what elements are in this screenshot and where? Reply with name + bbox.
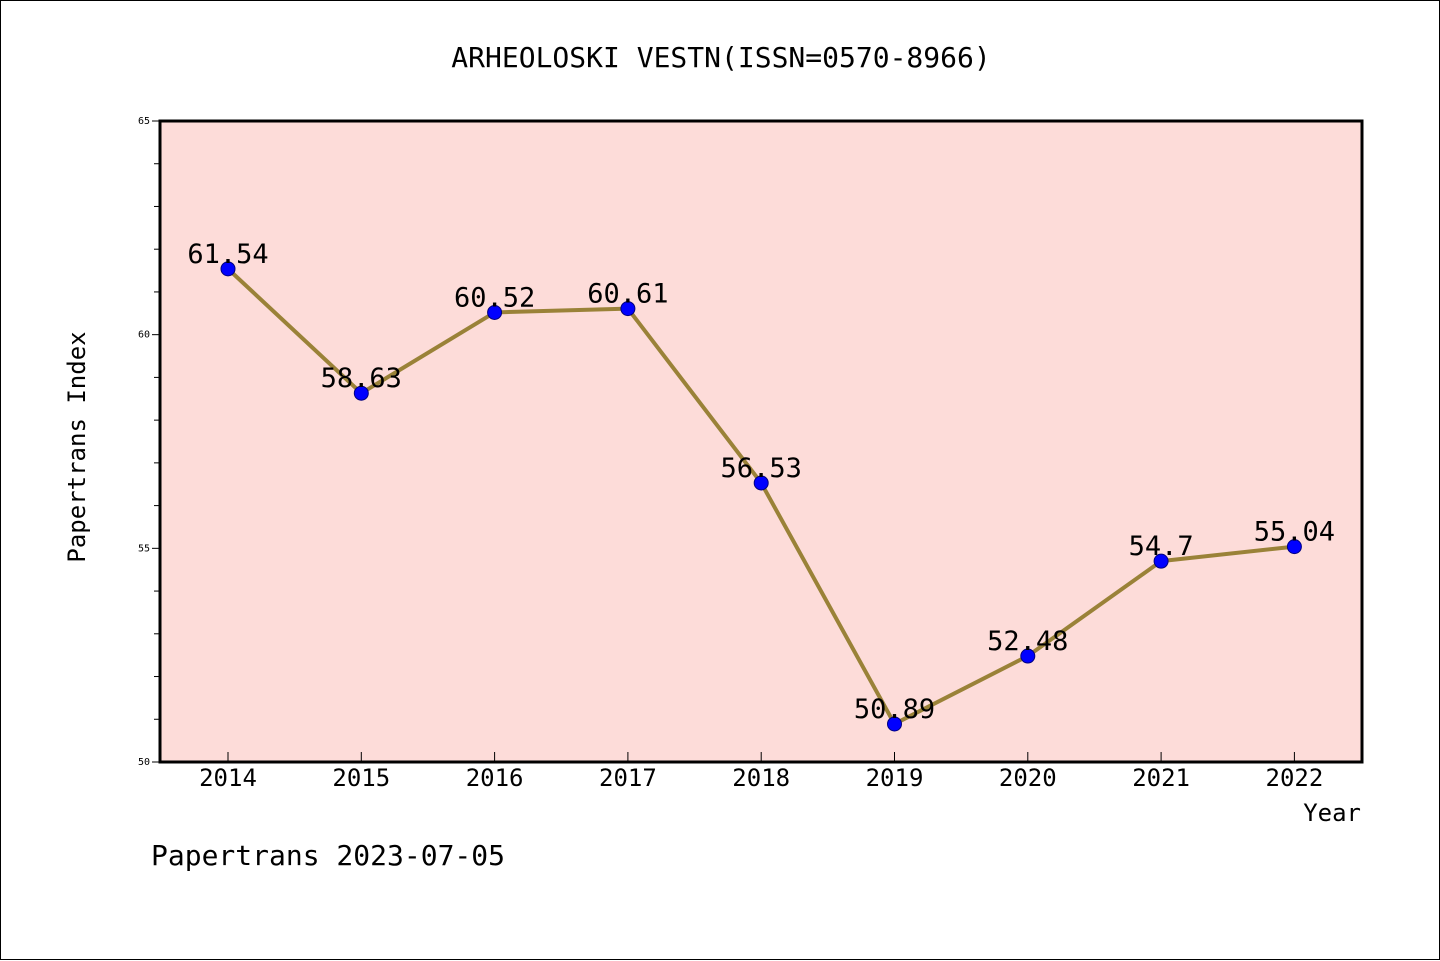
y-tick-label: 50 xyxy=(138,757,150,768)
data-label: 52.48 xyxy=(987,626,1068,657)
data-point xyxy=(487,304,503,320)
data-point xyxy=(353,385,369,401)
data-label: 61.54 xyxy=(187,239,268,270)
y-tick-label: 65 xyxy=(138,116,150,127)
data-label: 58.63 xyxy=(321,363,402,394)
x-tick-label: 2015 xyxy=(332,764,390,792)
data-point xyxy=(1286,539,1302,555)
x-tick-label: 2020 xyxy=(999,764,1057,792)
data-label: 56.53 xyxy=(721,453,802,484)
x-tick-label: 2017 xyxy=(599,764,657,792)
y-axis: 50 55 60 65 xyxy=(138,116,160,768)
x-axis: 2014 2015 2016 2017 2018 2019 2020 2021 2022 xyxy=(199,752,1323,792)
data-point xyxy=(620,301,636,317)
x-tick-label: 2022 xyxy=(1266,764,1324,792)
chart-title: ARHEOLOSKI VESTN(ISSN=0570-8966) xyxy=(451,41,990,74)
data-label: 50.89 xyxy=(854,694,935,725)
data-point xyxy=(753,475,769,491)
x-tick-label: 2021 xyxy=(1132,764,1190,792)
data-point xyxy=(1153,553,1169,569)
y-tick-label: 60 xyxy=(138,330,150,341)
y-axis-label: Papertrans Index xyxy=(63,331,91,562)
footer-text: Papertrans 2023-07-05 xyxy=(151,839,505,872)
x-tick-label: 2018 xyxy=(732,764,790,792)
x-tick-label: 2019 xyxy=(866,764,924,792)
data-point xyxy=(887,716,902,732)
plot-area xyxy=(158,119,1364,764)
x-tick-label: 2016 xyxy=(466,764,524,792)
series-layer: 61.54 58.63 60.52 60.61 56.53 50.89 52.48 54.7 5… xyxy=(187,239,1335,732)
data-point xyxy=(1020,648,1036,664)
y-tick-label: 55 xyxy=(138,543,150,554)
data-label: 60.61 xyxy=(587,279,668,310)
x-axis-label: Year xyxy=(1303,799,1361,827)
data-label: 54.7 xyxy=(1129,531,1194,562)
x-tick-label: 2014 xyxy=(199,764,257,792)
data-label: 60.52 xyxy=(454,282,535,313)
data-point xyxy=(220,261,236,277)
data-label: 55.04 xyxy=(1254,517,1335,548)
